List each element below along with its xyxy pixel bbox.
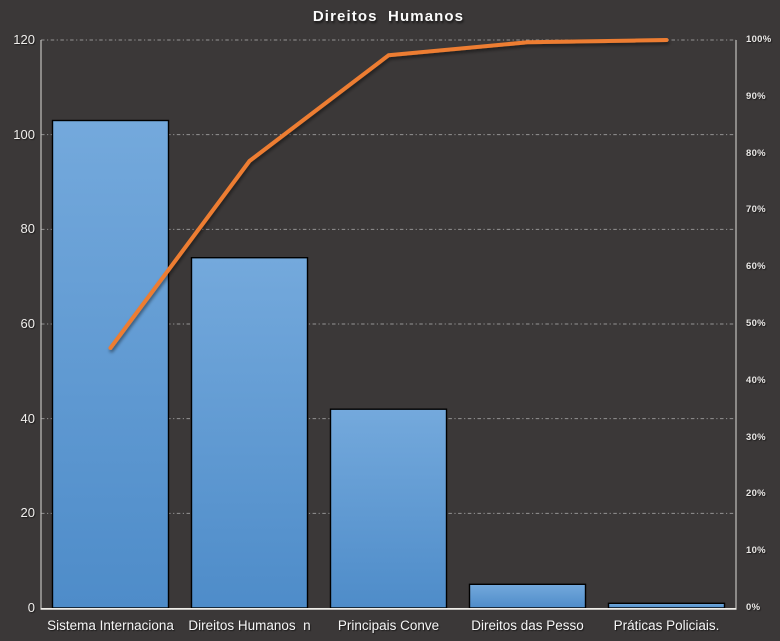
y-axis-right-label: 40%: [746, 375, 766, 386]
y-axis-right-label: 100%: [746, 34, 772, 45]
y-axis-left-label: 20: [20, 505, 35, 520]
y-axis-right-label: 30%: [746, 432, 766, 443]
cumulative-line: [108, 38, 669, 350]
pareto-bar-3: [468, 583, 587, 609]
x-axis-category-label: Práticas Policiais.: [613, 618, 720, 633]
y-axis-left-label: 40: [20, 411, 35, 426]
y-axis-left-label: 60: [20, 316, 35, 331]
x-axis-category-label: Direitos das Pesso: [471, 618, 584, 633]
chart-title: Direitos Humanos: [312, 8, 465, 25]
y-axis-right-label: 0%: [746, 602, 761, 613]
y-axis-right-label: 20%: [746, 488, 766, 499]
y-axis-right-label: 10%: [746, 545, 766, 556]
y-axis-left-label: 0: [27, 600, 35, 615]
y-axis-right-label: 60%: [746, 261, 766, 272]
pareto-bar-0: [51, 119, 170, 609]
y-axis-right-label: 50%: [746, 318, 766, 329]
bar-series: [51, 119, 726, 609]
y-axis-right-label: 80%: [746, 148, 766, 159]
y-axis-left-label: 80: [20, 221, 35, 236]
pareto-bar-4: [607, 602, 726, 609]
y-axis-right-label: 70%: [746, 204, 766, 215]
y-axis-left-label: 120: [13, 32, 35, 47]
x-axis-category-label: Sistema Internaciona: [47, 618, 174, 633]
y-axis-left-label: 100: [13, 127, 35, 142]
x-axis-category-label: Principais Conve: [337, 618, 440, 633]
pareto-bar-1: [190, 257, 309, 609]
y-axis-right-label: 90%: [746, 91, 766, 102]
pareto-bar-2: [329, 408, 448, 609]
x-axis-category-label: Direitos Humanos n: [188, 618, 311, 633]
